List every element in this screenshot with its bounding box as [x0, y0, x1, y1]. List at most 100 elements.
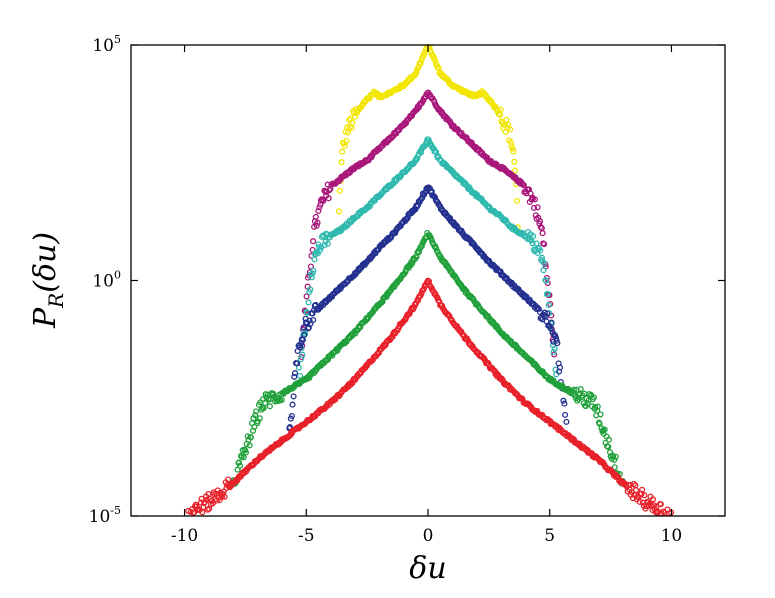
data-point-series-3	[551, 345, 558, 352]
data-point-series-6	[649, 496, 657, 503]
data-point-series-4	[298, 340, 305, 347]
data-point-series-1	[510, 148, 517, 155]
x-tick-label: 10	[661, 526, 683, 546]
data-point-series-1	[509, 145, 516, 152]
data-point-series-1	[345, 129, 352, 136]
data-point-series-4	[294, 360, 301, 367]
data-point-series-5	[270, 390, 277, 397]
data-point-series-2	[541, 241, 548, 248]
data-point-series-6	[639, 486, 646, 493]
data-point-series-5	[235, 459, 243, 466]
data-point-series-5	[577, 385, 584, 393]
data-point-series-4	[552, 332, 559, 339]
x-tick-label: -5	[298, 526, 315, 546]
data-point-series-3	[530, 233, 537, 240]
data-point-series-5	[244, 433, 251, 440]
data-point-series-6	[375, 349, 382, 357]
data-point-series-6	[630, 480, 637, 487]
data-point-series-5	[601, 426, 608, 433]
data-point-series-1	[338, 159, 345, 166]
data-point-series-4	[560, 397, 567, 404]
data-point-series-1	[336, 187, 343, 194]
data-point-series-2	[534, 204, 541, 211]
data-point-series-5	[261, 399, 269, 407]
data-point-series-3	[324, 240, 331, 247]
data-point-series-5	[266, 403, 273, 410]
data-point-series-5	[252, 412, 259, 419]
data-point-series-3	[307, 286, 314, 293]
data-point-series-6	[641, 492, 648, 499]
data-point-series-1	[413, 69, 420, 76]
data-point-series-3	[529, 240, 536, 247]
data-point-series-2	[303, 293, 310, 300]
data-point-series-1	[507, 126, 514, 133]
data-point-series-5	[597, 411, 604, 418]
data-point-series-6	[657, 501, 664, 508]
y-tick-label: 10-5	[89, 504, 121, 527]
data-point-series-3	[553, 371, 560, 378]
data-point-series-4	[301, 331, 308, 338]
data-point-series-4	[289, 401, 296, 408]
data-point-series-3	[550, 349, 557, 356]
data-point-series-4	[554, 340, 561, 347]
data-point-series-1	[417, 60, 424, 67]
data-point-series-2	[310, 238, 317, 245]
data-point-series-1	[511, 167, 518, 174]
axis-ticks: -10 -5 0 5 10 105 100 10-5	[89, 33, 725, 546]
data-point-series-6	[197, 499, 204, 506]
data-point-series-3	[311, 256, 318, 263]
data-point-series-2	[520, 182, 527, 189]
data-point-series-3	[543, 277, 550, 284]
data-point-series-3	[317, 247, 324, 254]
data-point-series-2	[536, 218, 544, 225]
data-point-series-5	[612, 453, 619, 460]
data-point-series-5	[594, 403, 601, 410]
y-axis-label-arg: (δu)	[28, 232, 63, 293]
data-point-series-4	[563, 418, 570, 425]
data-point-series-6	[218, 493, 226, 500]
y-axis-label-main: P	[28, 307, 63, 329]
data-point-series-4	[556, 364, 564, 371]
data-point-series-1	[513, 197, 521, 204]
data-point-series-6	[205, 490, 212, 498]
data-point-series-1	[349, 119, 356, 126]
data-point-series-4	[544, 310, 551, 317]
data-point-series-5	[590, 394, 597, 401]
data-point-series-5	[605, 436, 612, 443]
data-point-series-1	[426, 45, 433, 52]
data-point-series-4	[306, 317, 313, 324]
data-point-series-4	[290, 393, 297, 400]
data-point-series-5	[584, 400, 591, 407]
data-point-series-3	[299, 351, 306, 358]
data-point-series-3	[540, 267, 547, 274]
data-point-series-2	[313, 222, 320, 229]
data-point-series-5	[570, 386, 578, 393]
data-point-series-4	[562, 411, 569, 418]
data-point-series-4	[309, 310, 316, 317]
data-point-series-5	[306, 374, 313, 382]
x-tick-label: 0	[423, 526, 434, 546]
y-tick-label: 105	[92, 33, 121, 56]
data-point-series-2	[312, 213, 319, 220]
data-point-series-5	[247, 434, 254, 441]
data-point-series-2	[314, 219, 321, 226]
data-point-series-2	[531, 196, 538, 203]
data-point-series-5	[610, 453, 617, 460]
data-point-series-5	[611, 456, 618, 463]
data-point-series-1	[503, 116, 510, 123]
data-point-series-1	[335, 208, 343, 215]
data-point-series-5	[253, 408, 260, 415]
data-point-series-4	[291, 373, 298, 380]
data-point-series-5	[611, 464, 618, 471]
data-point-series-3	[537, 247, 544, 254]
x-tick-label: 5	[544, 526, 555, 546]
data-point-series-5	[605, 443, 612, 450]
data-point-series-3	[310, 267, 317, 274]
data-point-series-2	[539, 230, 546, 237]
data-point-series-5	[251, 423, 258, 430]
data-point-series-2	[519, 181, 526, 188]
data-point-series-2	[320, 197, 327, 204]
data-point-series-3	[544, 290, 551, 298]
y-tick-label: 100	[92, 269, 121, 292]
